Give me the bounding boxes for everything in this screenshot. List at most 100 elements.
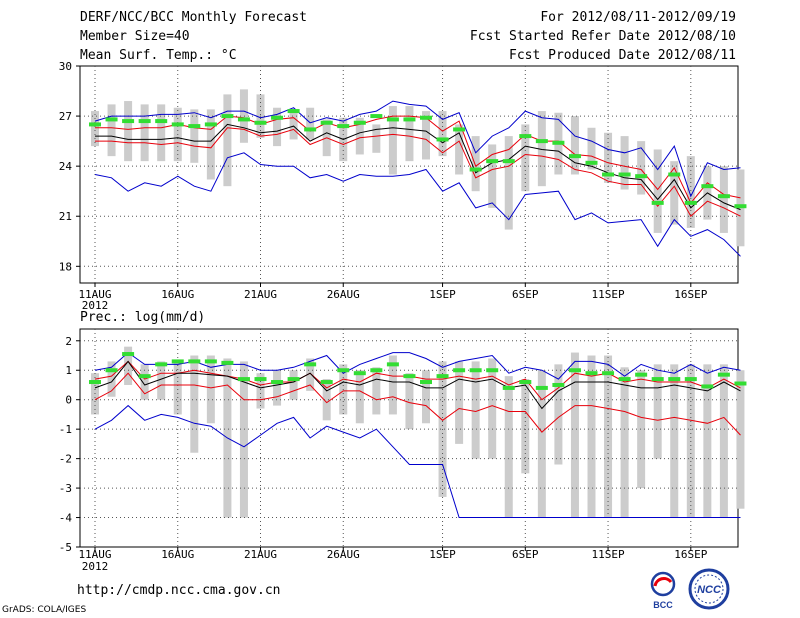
- median-marker: [585, 160, 598, 165]
- median-marker: [635, 174, 648, 179]
- median-marker: [89, 380, 101, 385]
- spread-bar: [587, 355, 596, 518]
- median-marker: [568, 154, 581, 159]
- median-marker: [701, 184, 714, 189]
- spread-bar: [273, 370, 282, 406]
- ncc-logo: NCC: [688, 568, 730, 610]
- median-marker: [552, 140, 565, 145]
- median-marker: [535, 385, 548, 390]
- x-tick-label: 11SEP: [591, 548, 624, 561]
- median-marker: [188, 359, 201, 364]
- median-marker: [602, 172, 615, 177]
- median-marker: [585, 371, 598, 376]
- median-marker: [287, 109, 300, 114]
- spread-bar: [637, 370, 646, 489]
- x-tick-label: 11AUG: [78, 548, 111, 561]
- median-marker: [684, 200, 697, 205]
- x-tick-label: 21AUG: [244, 548, 277, 561]
- spread-bar: [719, 364, 728, 518]
- spread-bar: [587, 127, 596, 170]
- median-marker: [337, 124, 350, 129]
- median-marker: [271, 115, 284, 120]
- median-marker: [486, 159, 499, 164]
- median-marker: [436, 374, 449, 379]
- median-marker: [122, 352, 135, 357]
- x-tick-label: 11SEP: [591, 288, 624, 301]
- x-tick-label: 1SEP: [429, 288, 456, 301]
- median-marker: [138, 374, 151, 379]
- footer-url[interactable]: http://cmdp.ncc.cma.gov.cn: [77, 583, 281, 598]
- median-marker: [221, 360, 234, 365]
- median-marker: [519, 134, 532, 139]
- x-tick-label: 11AUG: [78, 288, 111, 301]
- median-marker: [420, 115, 432, 120]
- spread-bar: [455, 124, 464, 175]
- spread-bar: [223, 94, 232, 187]
- spread-bar: [355, 370, 364, 424]
- spread-bar: [455, 361, 464, 444]
- median-marker: [635, 372, 648, 377]
- median-marker: [386, 362, 399, 367]
- spread-bar: [239, 361, 248, 518]
- median-marker: [651, 377, 664, 382]
- series-line-max: [94, 100, 741, 198]
- spread-bar: [736, 370, 745, 509]
- y-tick-label: 27: [59, 110, 72, 123]
- spread-bar: [405, 373, 414, 430]
- spread-bar: [670, 364, 679, 518]
- spread-bar: [504, 376, 513, 518]
- y-tick-label: -2: [59, 453, 72, 466]
- y-tick-label: 30: [59, 60, 72, 73]
- median-marker: [271, 380, 284, 385]
- spread-bar: [422, 370, 430, 424]
- series-line-upper: [94, 360, 741, 401]
- spread-bar: [355, 117, 364, 155]
- median-marker: [717, 372, 730, 377]
- spread-bar: [620, 367, 629, 518]
- x-year-label: 2012: [82, 299, 109, 312]
- y-tick-label: -3: [59, 482, 72, 495]
- grads-credit: GrADS: COLA/IGES: [2, 605, 87, 615]
- median-marker: [734, 381, 747, 386]
- median-marker: [254, 377, 267, 382]
- spread-bar: [107, 361, 116, 397]
- spread-bar: [372, 124, 381, 153]
- spread-bar: [471, 136, 480, 192]
- spread-bar: [190, 109, 199, 163]
- median-marker: [89, 122, 101, 127]
- series-line-min: [94, 404, 741, 518]
- spread-bar: [206, 109, 215, 180]
- x-tick-label: 26AUG: [327, 288, 360, 301]
- spread-bar: [157, 104, 166, 162]
- y-tick-label: 18: [59, 260, 72, 273]
- median-marker: [204, 122, 217, 127]
- spread-bar: [140, 104, 149, 162]
- median-marker: [221, 114, 234, 119]
- median-marker: [155, 362, 168, 367]
- median-marker: [171, 122, 184, 127]
- y-tick-label: -4: [59, 512, 73, 525]
- spread-bar: [488, 358, 497, 459]
- spread-bar: [322, 379, 331, 421]
- forecast-period: For 2012/08/11-2012/09/19: [540, 10, 736, 25]
- spread-bar: [405, 106, 414, 162]
- x-tick-label: 16AUG: [161, 548, 194, 561]
- series-line-lower: [94, 372, 741, 436]
- median-marker: [436, 137, 449, 142]
- chart-panel-2: -5 -4 -3 -2 -1 0 1 2 11AUG 16AUG 21AUG 26AUG 1SEP 6SE…: [59, 310, 747, 573]
- y-tick-label: 21: [59, 210, 72, 223]
- median-marker: [254, 120, 267, 125]
- chart-panel-1: 18 21 24 27 30 11AUG 16AUG 21AUG 26AUG 1SEP 6SEP 11…: [59, 60, 747, 312]
- spread-bar: [91, 111, 99, 147]
- spread-bar: [190, 355, 199, 453]
- median-marker: [320, 120, 333, 125]
- spread-bar: [570, 352, 579, 518]
- y-tick-label: 0: [65, 394, 72, 407]
- median-marker: [353, 371, 366, 376]
- median-marker: [717, 194, 730, 199]
- series-line-min: [94, 152, 741, 257]
- median-marker: [486, 368, 499, 373]
- median-marker: [122, 119, 135, 124]
- median-marker: [502, 385, 515, 390]
- spread-bar: [504, 136, 513, 230]
